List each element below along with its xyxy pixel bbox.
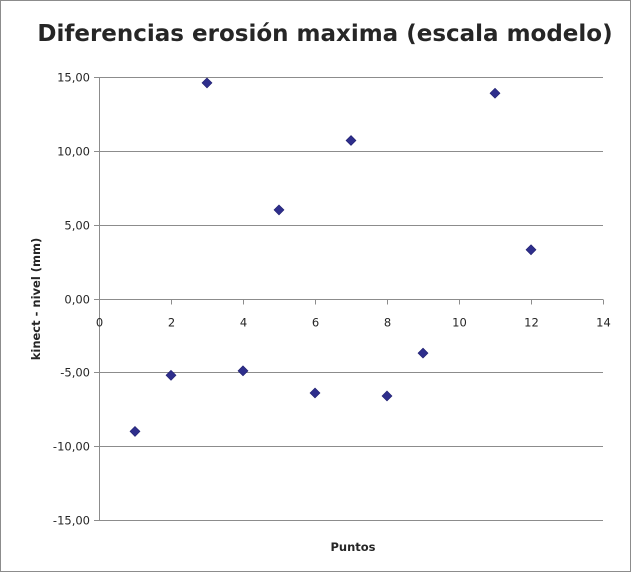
- y-tick-label: 15,00: [57, 71, 90, 85]
- x-axis-tick-labels: 0 2 4 6 8 10 12 14: [96, 316, 611, 330]
- data-point: [489, 87, 501, 99]
- data-point: [165, 369, 177, 381]
- x-tick-label: 14: [596, 316, 611, 330]
- x-tick-label: 12: [524, 316, 539, 330]
- data-point: [417, 347, 429, 359]
- x-tick-label: 0: [96, 316, 103, 330]
- data-point: [201, 77, 213, 89]
- y-tick-label: -15,00: [53, 514, 90, 528]
- data-points: [129, 77, 537, 437]
- x-axis-title: Puntos: [330, 540, 375, 554]
- data-point: [237, 365, 249, 377]
- y-tick-label: 10,00: [57, 145, 90, 159]
- y-axis-tick-labels: 15,00 10,00 5,00 0,00 -5,00 -10,00 -15,00: [53, 71, 90, 528]
- data-point: [525, 244, 537, 256]
- y-axis-title: kinect - nivel (mm): [29, 238, 43, 361]
- chart-title: Diferencias erosión maxima (escala model…: [37, 21, 612, 47]
- data-point: [129, 425, 141, 437]
- y-tick-label: -5,00: [60, 366, 90, 380]
- x-tick-label: 6: [312, 316, 319, 330]
- data-point: [345, 135, 357, 146]
- x-tick-label: 2: [168, 316, 175, 330]
- x-tick-label: 4: [240, 316, 247, 330]
- data-point: [273, 204, 285, 216]
- y-tick-label: 5,00: [64, 219, 90, 233]
- x-axis: [99, 77, 604, 520]
- y-tick-label: -10,00: [53, 440, 90, 454]
- data-point: [309, 387, 321, 399]
- x-tick-label: 8: [384, 316, 391, 330]
- y-tick-label: 0,00: [64, 293, 90, 307]
- data-point: [381, 390, 393, 402]
- x-tick-label: 10: [452, 316, 467, 330]
